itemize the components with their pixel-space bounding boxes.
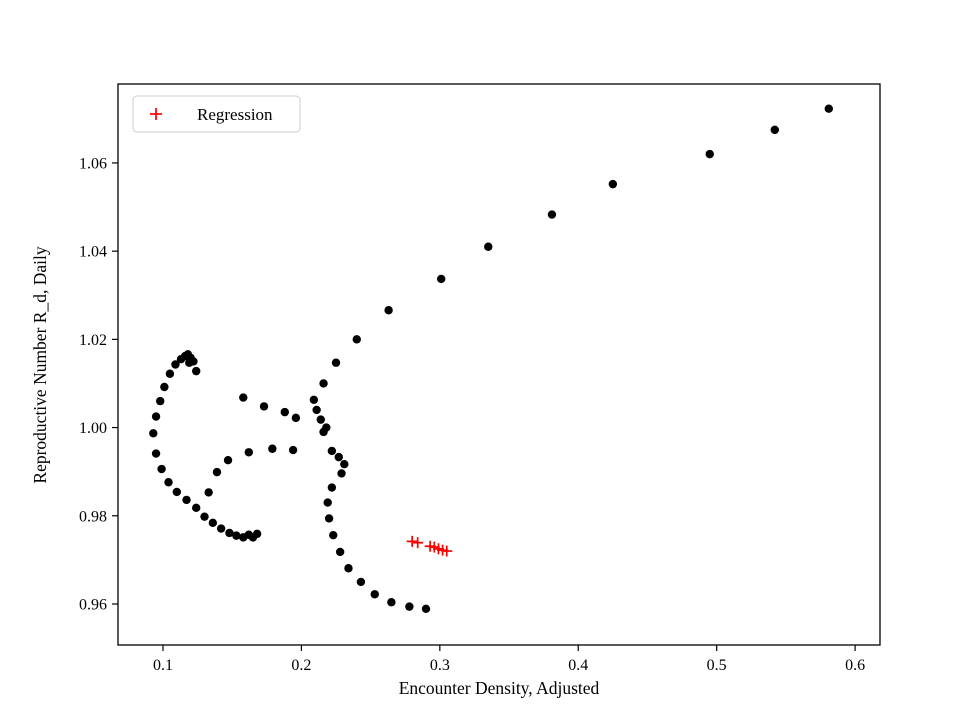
x-tick-label: 0.3 [430,657,450,674]
x-axis-label: Encounter Density, Adjusted [399,678,600,698]
y-tick-label: 1.06 [79,155,107,172]
series-regression [406,535,453,557]
y-tick-label: 1.04 [79,244,107,261]
y-tick-label: 0.98 [79,508,107,525]
plot-frame [117,83,881,646]
legend-label: Regression [197,105,273,124]
legend: Regression [132,95,301,133]
x-tick-label: 0.6 [845,657,865,674]
regression-plus-marker-icon [150,108,162,120]
x-tick-label: 0.1 [153,657,173,674]
x-tick-label: 0.4 [568,657,588,674]
y-tick-label: 0.96 [79,596,107,613]
y-axis-label: Reproductive Number R_d, Daily [30,246,50,483]
y-tick-label: 1.00 [79,420,107,437]
series-observations [149,104,833,614]
x-tick-label: 0.5 [707,657,727,674]
axis-ticks: 0.1 0.2 0.3 0.4 0.5 0.6 0.96 0.98 1.00 1.02 1.04 1.… [79,155,865,674]
legend-box [132,95,301,133]
data-points [149,104,833,614]
x-tick-label: 0.2 [291,657,311,674]
y-tick-label: 1.02 [79,332,107,349]
